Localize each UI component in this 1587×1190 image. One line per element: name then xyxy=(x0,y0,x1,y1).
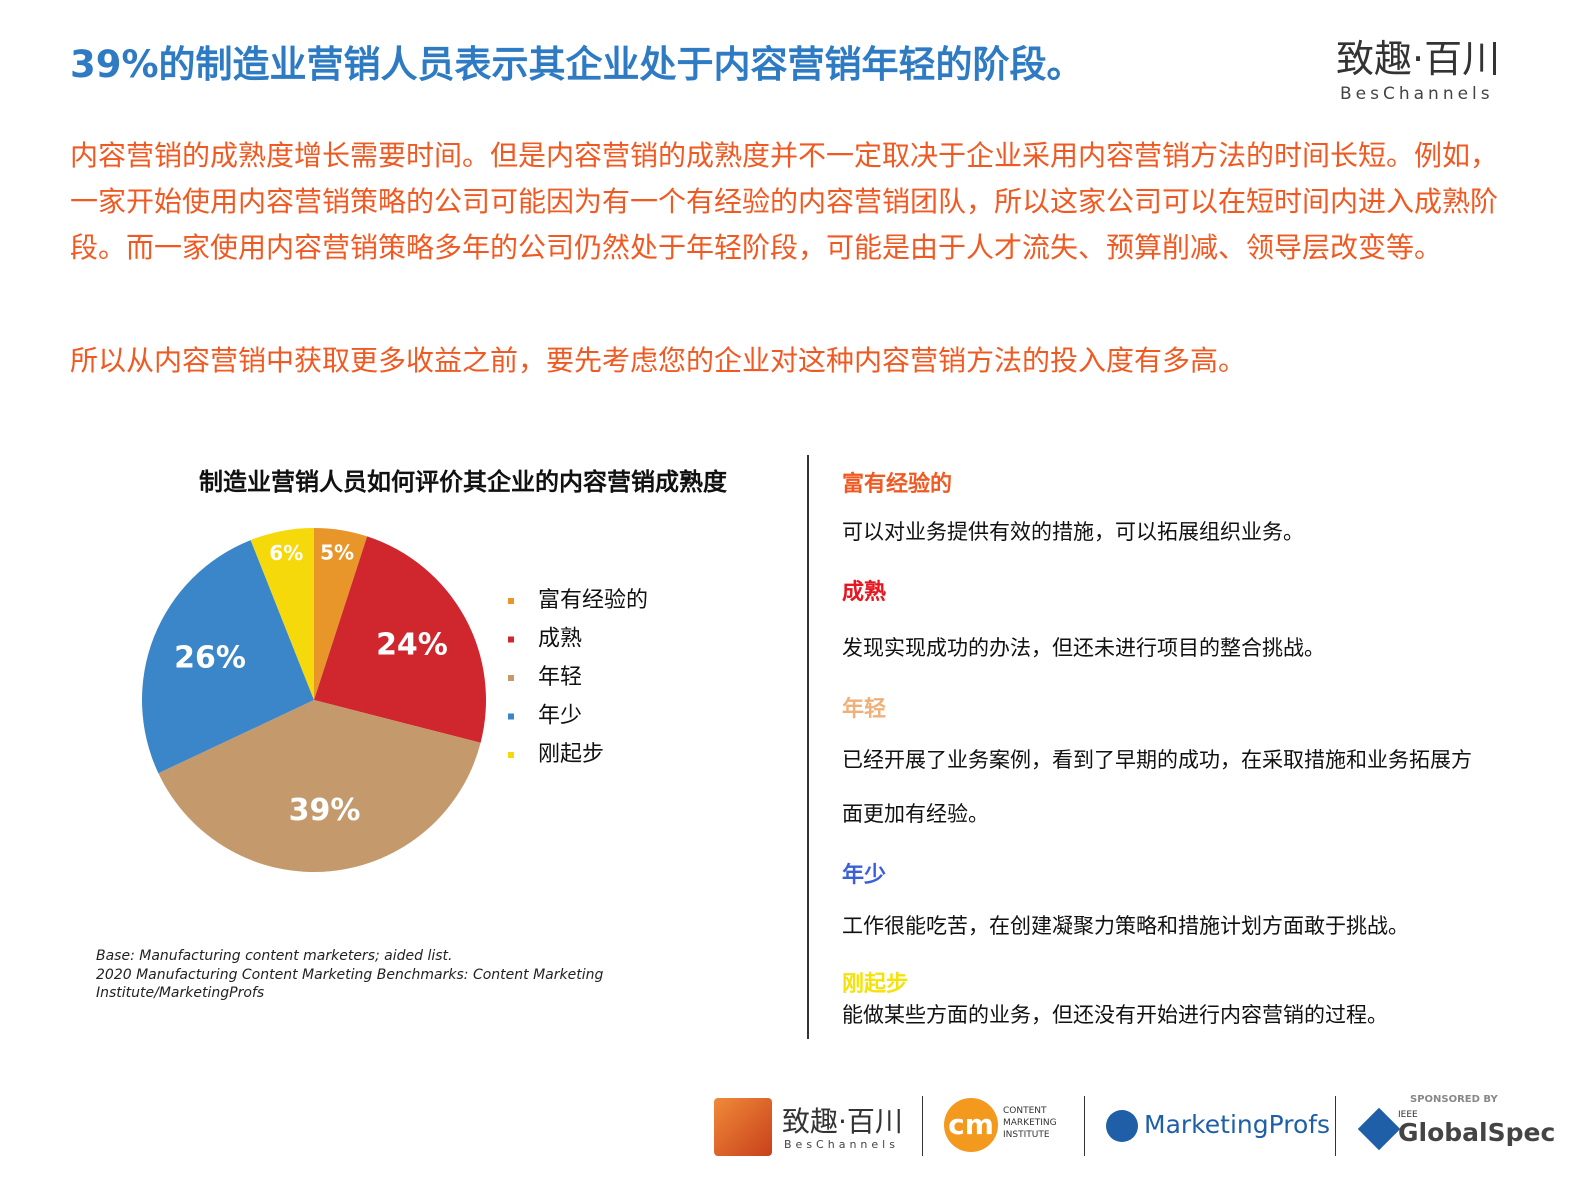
gs-small: IEEE xyxy=(1398,1110,1418,1120)
definition-text: 发现实现成功的办法，但还未进行项目的整合挑战。 xyxy=(842,636,1325,660)
separator xyxy=(1335,1096,1336,1156)
chart: 5% 富有经验的 24% 成熟 39% 年轻 26% 年少 6% 刚起步 xyxy=(142,528,648,872)
sponsor: SPONSORED BY xyxy=(1410,1094,1498,1105)
pie-slice xyxy=(142,540,314,774)
legend-marker xyxy=(508,713,514,720)
definition-term: 年少 xyxy=(842,863,887,888)
mp-logo: MarketingProfs xyxy=(1144,1110,1331,1139)
definition-term: 富有经验的 xyxy=(842,472,953,497)
chart-note: 2020 Manufacturing Content Marketing Ben… xyxy=(96,967,604,1001)
pie-slice xyxy=(158,700,481,872)
legend-label: 富有经验的 xyxy=(538,588,648,613)
definition-text: 工作很能吃苦，在创建凝聚力策略和措施计划方面敢于挑战。 xyxy=(842,914,1409,938)
slice-label: 24% xyxy=(376,628,448,663)
legend-marker xyxy=(508,752,514,758)
footer-logo: 致趣·百川 xyxy=(782,1105,903,1138)
pie-slice xyxy=(314,528,368,700)
legend-label: 年轻 xyxy=(538,665,582,690)
legend-label: 成熟 xyxy=(538,627,582,652)
separator xyxy=(1084,1096,1085,1156)
logo-icon xyxy=(714,1098,772,1156)
cmi-logo: cm xyxy=(944,1098,998,1152)
legend-marker xyxy=(508,598,514,604)
gs-icon xyxy=(1357,1107,1401,1151)
paragraph: 所以从内容营销中获取更多收益之前，要先考虑您的企业对这种内容营销方法的投入度有多… xyxy=(70,344,1247,377)
slice-label: 6% xyxy=(269,541,303,565)
legend-marker xyxy=(508,636,514,643)
slice-label: 39% xyxy=(289,793,361,828)
cmi-text: CONTENT MARKETING INSTITUTE xyxy=(1003,1106,1057,1140)
slice-label: 5% xyxy=(320,540,354,564)
definition-text: 能做某些方面的业务，但还没有开始进行内容营销的过程。 xyxy=(842,1003,1388,1027)
legend-marker xyxy=(508,675,514,681)
chart-note: Base: Manufacturing content marketers; a… xyxy=(96,948,453,964)
definition-text: 已经开展了业务案例，看到了早期的成功，在采取措施和业务拓展方面更加有经验。 xyxy=(842,748,1472,826)
legend-label: 年少 xyxy=(538,704,582,729)
slice-label: 26% xyxy=(174,640,246,675)
logo-name: 致趣·百川 xyxy=(1336,37,1501,81)
chart-title: 制造业营销人员如何评价其企业的内容营销成熟度 xyxy=(199,468,727,496)
separator xyxy=(922,1096,923,1156)
gs-logo: GlobalSpec xyxy=(1398,1118,1556,1147)
definition-text: 可以对业务提供有效的措施，可以拓展组织业务。 xyxy=(842,520,1304,544)
footer-logo-sub: BesChannels xyxy=(784,1138,899,1151)
page-title: 39%的制造业营销人员表示其企业处于内容营销年轻的阶段。 xyxy=(70,43,1084,86)
definition-term: 成熟 xyxy=(842,580,887,605)
definition-term: 刚起步 xyxy=(842,972,909,997)
legend-label: 刚起步 xyxy=(538,742,604,767)
paragraph: 内容营销的成熟度增长需要时间。但是内容营销的成熟度并不一定取决于企业采用内容营销… xyxy=(70,139,1499,264)
logo-sub: BesChannels xyxy=(1340,84,1494,104)
pie-slice xyxy=(250,528,314,700)
pie-slice xyxy=(314,536,487,743)
divider xyxy=(807,455,809,1039)
mp-icon xyxy=(1106,1110,1138,1142)
definition-term: 年轻 xyxy=(842,697,887,722)
